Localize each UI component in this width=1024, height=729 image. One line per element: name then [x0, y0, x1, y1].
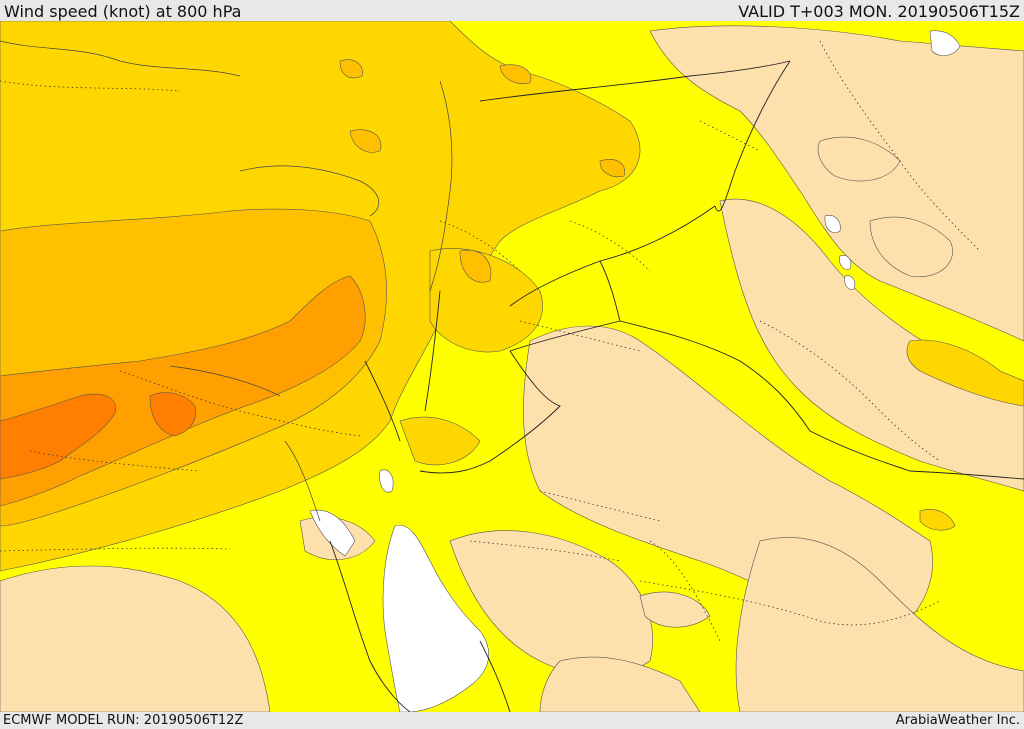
map-title: Wind speed (knot) at 800 hPa	[4, 2, 242, 21]
light-wind-areas	[0, 25, 1024, 712]
coastlines	[0, 40, 453, 522]
map-header: Wind speed (knot) at 800 hPa VALID T+003…	[0, 0, 1024, 21]
valid-time: VALID T+003 MON. 20190506T15Z	[738, 2, 1020, 21]
credit-label: ArabiaWeather Inc.	[895, 713, 1020, 728]
wind-speed-map[interactable]	[0, 21, 1024, 712]
model-run-label: ECMWF MODEL RUN: 20190506T12Z	[3, 713, 244, 728]
political-lines	[329, 60, 1024, 712]
very-strong-wind-areas	[0, 275, 366, 507]
gale-wind-areas	[0, 392, 196, 480]
country-borders	[0, 40, 981, 642]
map-footer: ECMWF MODEL RUN: 20190506T12Z ArabiaWeat…	[0, 712, 1024, 729]
